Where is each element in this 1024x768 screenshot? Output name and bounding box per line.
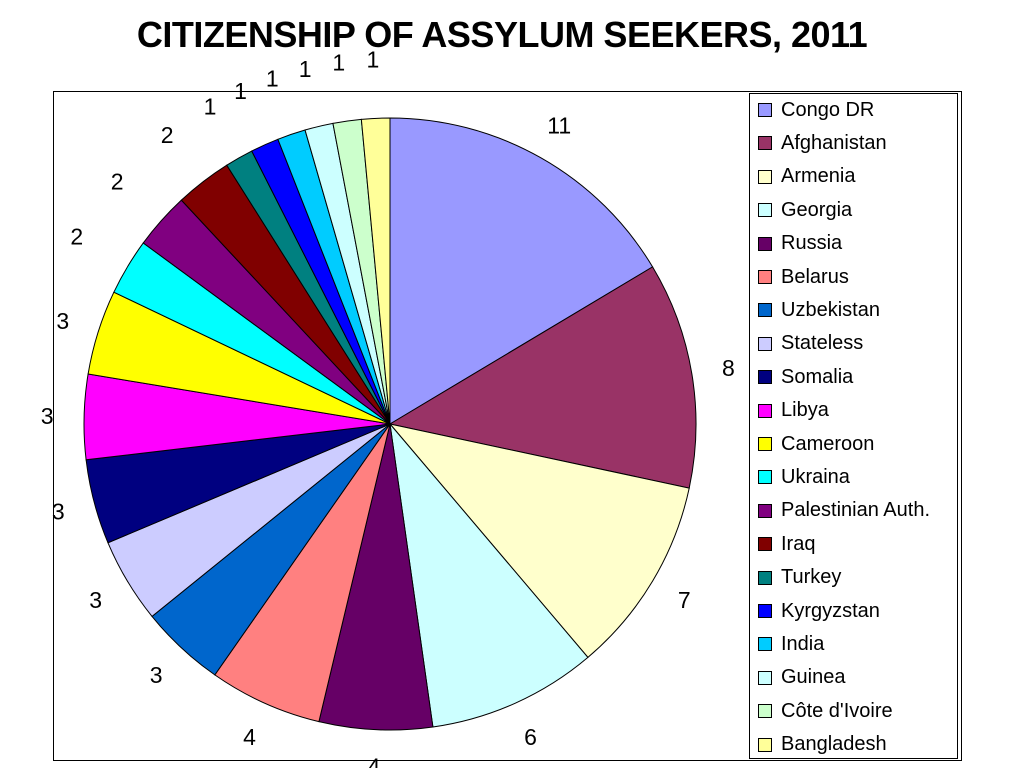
legend-swatch: [758, 403, 772, 418]
legend-item: Georgia: [758, 198, 852, 222]
legend-item: Stateless: [758, 332, 863, 356]
pie-slice-armenia: [388, 423, 690, 659]
legend-label: Afghanistan: [781, 131, 887, 154]
data-label: 3: [56, 308, 69, 334]
data-label: 7: [678, 587, 691, 613]
legend-label: Belarus: [781, 265, 849, 288]
data-label: 2: [70, 224, 83, 250]
legend-swatch: [758, 270, 772, 284]
chart-title: CITIZENSHIP OF ASSYLUM SEEKERS, 2011: [136, 14, 868, 55]
legend-label: Ukraina: [781, 465, 850, 488]
legend-swatch: [758, 103, 772, 117]
legend-label: Georgia: [781, 198, 853, 221]
data-label: 2: [111, 169, 124, 195]
legend-item: Turkey: [758, 566, 841, 590]
data-label: 1: [266, 66, 279, 92]
legend-item: Côte d'Ivoire: [758, 699, 893, 723]
legend-label: Iraq: [781, 532, 816, 555]
data-label: 6: [524, 724, 537, 750]
legend-item: Congo DR: [758, 98, 874, 122]
legend-swatch: [758, 336, 772, 351]
legend-item: Palestinian Auth.: [758, 499, 930, 523]
legend-label: Kyrgyzstan: [781, 599, 880, 622]
legend-label: Somalia: [781, 365, 854, 388]
legend-label: Bangladesh: [781, 733, 887, 756]
legend-label: Cameroon: [781, 432, 875, 455]
legend-swatch: [758, 537, 772, 552]
legend-item: Libya: [758, 399, 829, 423]
legend-item: India: [758, 632, 824, 656]
pie-slice-congo-dr: [389, 117, 654, 425]
data-label: 8: [722, 355, 735, 381]
legend: Congo DR Afghanistan Armenia Georgia Russia B…: [749, 93, 958, 759]
legend-item: Cameroon: [758, 432, 874, 456]
legend-label: Uzbekistan: [781, 298, 880, 321]
pie-slice-georgia: [389, 422, 589, 728]
data-label: 11: [547, 113, 571, 139]
legend-swatch: [758, 136, 772, 151]
legend-item: Ukraina: [758, 465, 850, 489]
data-label: 2: [161, 122, 174, 148]
legend-item: Russia: [758, 232, 842, 256]
legend-swatch: [758, 370, 772, 385]
legend-item: Somalia: [758, 365, 853, 389]
legend-swatch: [758, 470, 772, 485]
legend-label: Armenia: [781, 165, 856, 188]
data-label: 3: [41, 403, 54, 429]
data-label: 3: [89, 587, 102, 613]
legend-label: Palestinian Auth.: [781, 499, 930, 522]
legend-item: Belarus: [758, 265, 849, 289]
legend-swatch: [758, 670, 772, 685]
legend-swatch: [758, 503, 772, 518]
legend-label: India: [781, 632, 825, 655]
legend-label: Stateless: [781, 332, 864, 355]
pie-slice-afghanistan: [388, 266, 697, 489]
data-label: 4: [243, 724, 256, 750]
legend-swatch: [758, 637, 772, 652]
legend-label: Libya: [781, 399, 829, 422]
legend-item: Guinea: [758, 666, 846, 690]
data-label: 1: [299, 56, 312, 82]
legend-item: Uzbekistan: [758, 298, 880, 322]
legend-item: Bangladesh: [758, 733, 887, 757]
data-label: 3: [150, 662, 163, 688]
legend-swatch: [758, 437, 772, 451]
legend-swatch: [758, 303, 772, 318]
data-label: 1: [332, 50, 345, 76]
legend-swatch: [758, 169, 772, 184]
data-label: 1: [367, 46, 380, 72]
legend-swatch: [758, 604, 772, 618]
legend-item: Kyrgyzstan: [758, 599, 880, 623]
legend-label: Guinea: [781, 666, 846, 689]
data-label: 4: [368, 754, 381, 768]
legend-swatch: [758, 570, 772, 585]
legend-swatch: [758, 236, 772, 251]
legend-label: Congo DR: [781, 98, 875, 121]
legend-label: Côte d'Ivoire: [781, 699, 893, 722]
data-label: 1: [204, 94, 217, 120]
pie-slice-bangladesh: [360, 117, 391, 425]
legend-swatch: [758, 704, 772, 719]
legend-label: Russia: [781, 232, 843, 255]
legend-label: Turkey: [781, 566, 842, 589]
legend-swatch: [758, 203, 772, 218]
legend-swatch: [758, 737, 772, 752]
legend-item: Iraq: [758, 532, 815, 556]
data-label: 1: [234, 78, 247, 104]
legend-item: Armenia: [758, 165, 855, 189]
legend-item: Afghanistan: [758, 131, 887, 155]
data-label: 3: [52, 499, 65, 525]
